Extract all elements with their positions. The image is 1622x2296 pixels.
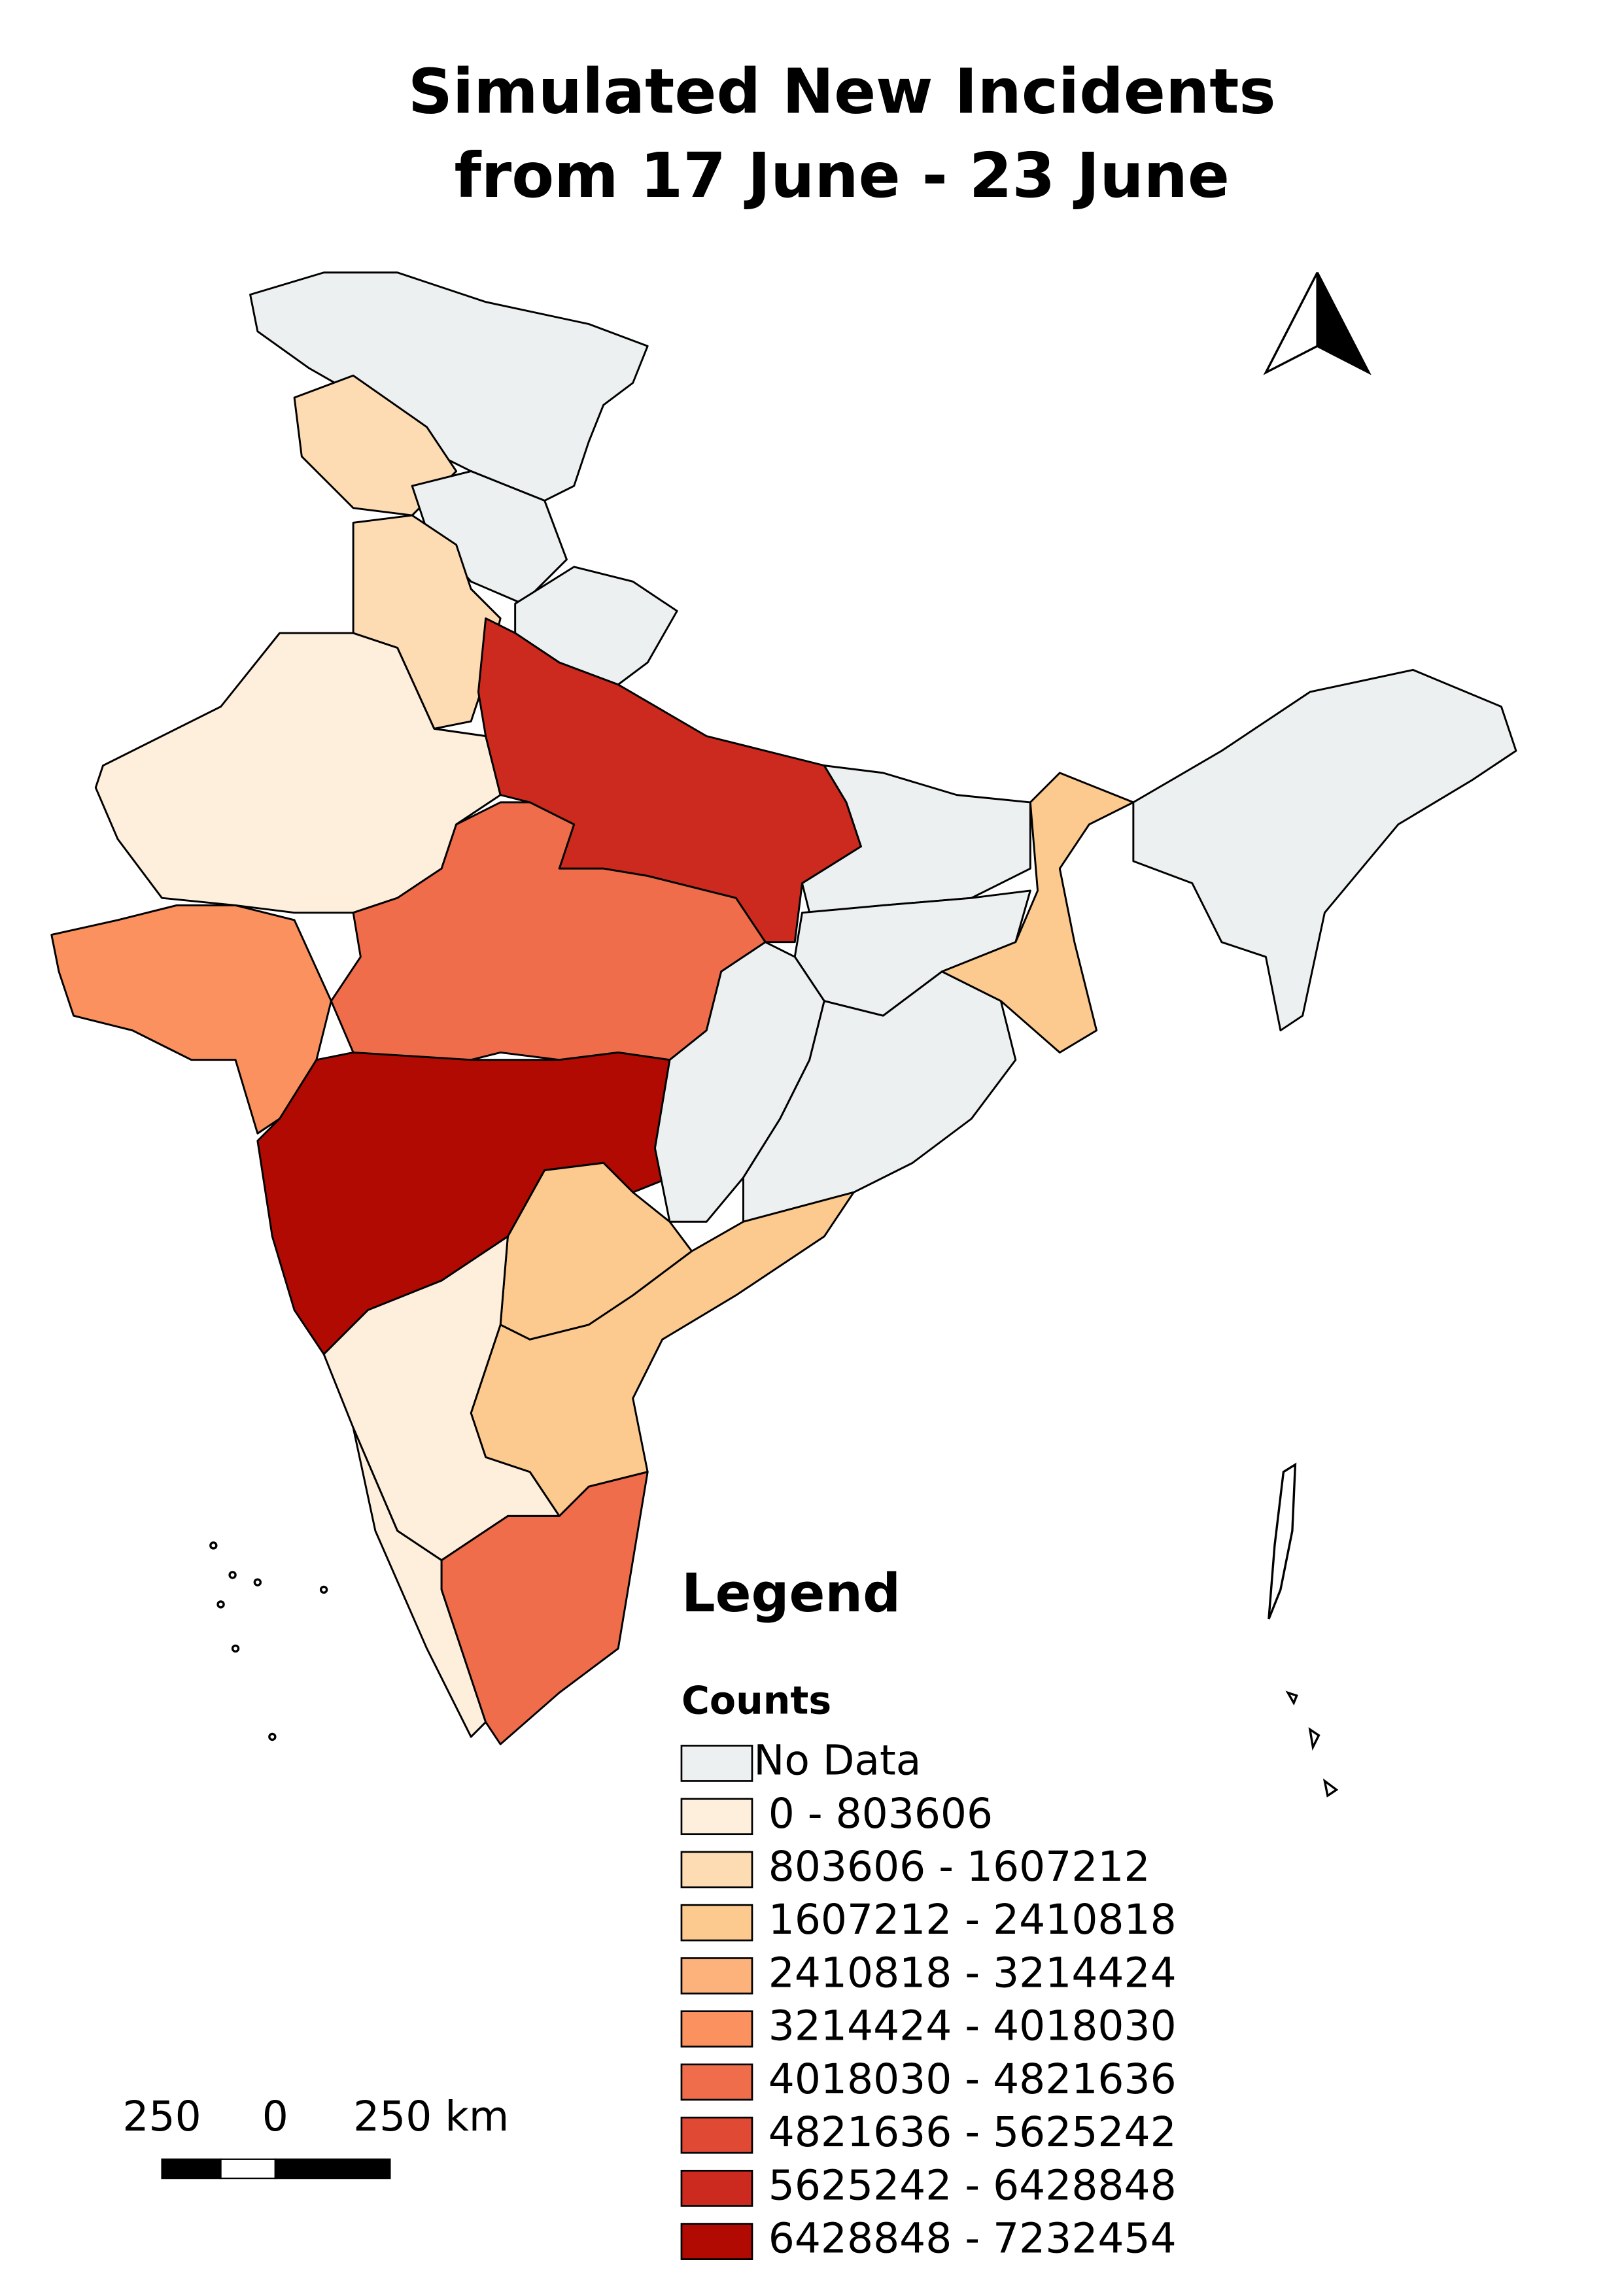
- legend-label: No Data: [753, 1737, 921, 1785]
- legend: No Data 0 - 803606 803606 - 1607212 1607212…: [680, 1737, 1177, 2263]
- states: [50, 271, 1517, 1798]
- legend-swatch: [680, 1745, 753, 1782]
- state: [50, 904, 332, 1135]
- legend-label: 0 - 803606: [768, 1790, 993, 1838]
- state: [1132, 668, 1517, 1032]
- legend-label: 5625242 - 6428848: [768, 2161, 1177, 2209]
- legend-swatch: [680, 2116, 753, 2154]
- legend-swatch: [680, 2223, 753, 2260]
- legend-swatch: [680, 2010, 753, 2048]
- legend-swatch: [680, 2170, 753, 2207]
- legend-label: 1607212 - 2410818: [768, 1896, 1177, 1944]
- legend-subtitle: Counts: [682, 1678, 831, 1722]
- legend-swatch: [680, 1798, 753, 1836]
- scale-bar: 250 0 250 km: [122, 2093, 509, 2180]
- title-line: from 17 June - 23 June: [455, 140, 1230, 212]
- scale-label: 0: [262, 2093, 288, 2140]
- legend-label: 2410818 - 3214424: [768, 1949, 1177, 1996]
- north-arrow: [1263, 271, 1372, 375]
- scale-label: 250 km: [353, 2093, 509, 2140]
- legend-label: 3214424 - 4018030: [768, 2002, 1177, 2050]
- legend-swatch: [680, 1957, 753, 1995]
- state: [440, 1471, 649, 1745]
- legend-swatch: [680, 2063, 753, 2101]
- legend-title: Legend: [682, 1563, 901, 1624]
- title-line: Simulated New Incidents: [408, 56, 1276, 128]
- legend-label: 4018030 - 4821636: [768, 2055, 1177, 2103]
- legend-swatch: [680, 1904, 753, 1942]
- legend-swatch: [680, 1851, 753, 1889]
- legend-label: 803606 - 1607212: [768, 1843, 1150, 1891]
- legend-label: 6428848 - 7232454: [768, 2215, 1177, 2263]
- scale-label: 250: [122, 2093, 201, 2140]
- islands: [209, 1462, 1339, 1798]
- legend-label: 4821636 - 5625242: [768, 2108, 1177, 2156]
